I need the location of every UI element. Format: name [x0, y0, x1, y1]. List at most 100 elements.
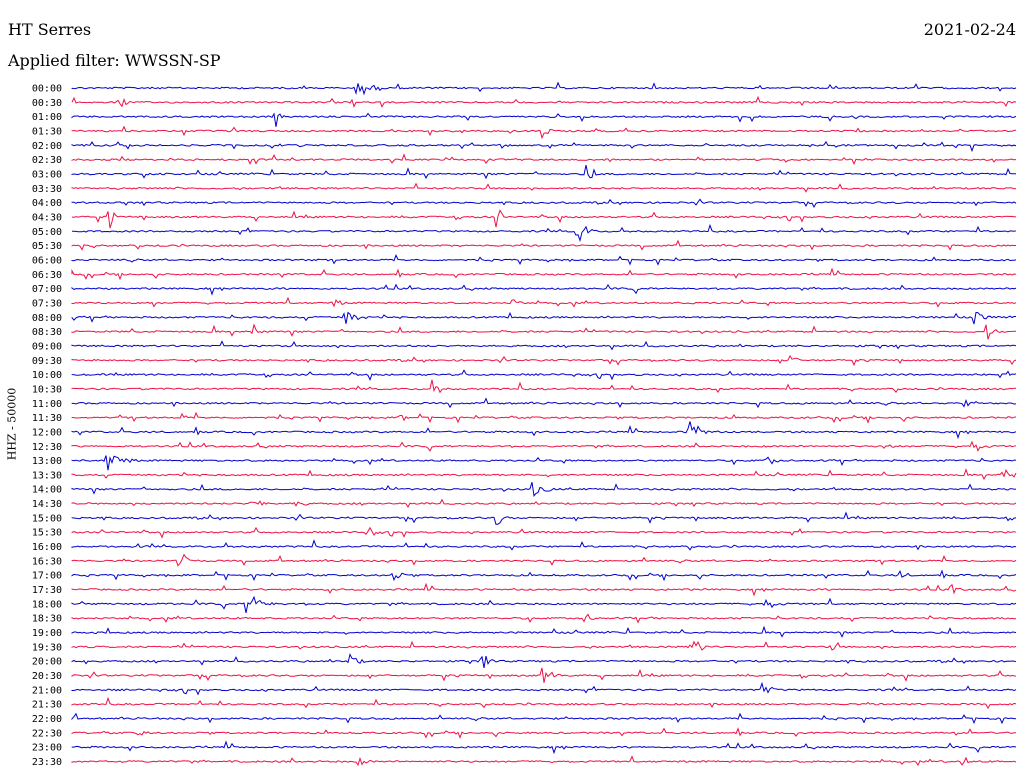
row-label: 17:00	[32, 571, 62, 582]
trace-row	[71, 209, 1017, 229]
row-label: 23:30	[32, 757, 62, 768]
trace-row	[71, 354, 1017, 367]
row-label: 14:00	[32, 485, 62, 496]
row-label: 18:00	[32, 599, 62, 610]
row-label: 15:00	[32, 513, 62, 524]
trace-row	[71, 411, 1017, 424]
trace-row	[71, 582, 1017, 597]
trace-row	[71, 696, 1017, 710]
trace-row	[71, 283, 1017, 296]
trace-row	[71, 667, 1017, 683]
trace-row	[71, 653, 1017, 668]
row-label: 22:30	[32, 728, 62, 739]
row-label: 13:30	[32, 470, 62, 481]
row-label: 12:00	[32, 427, 62, 438]
row-label: 06:30	[32, 270, 62, 281]
row-label: 20:00	[32, 657, 62, 668]
row-label: 19:00	[32, 628, 62, 639]
row-label: 06:00	[32, 255, 62, 266]
trace-row	[71, 440, 1017, 452]
row-label: 04:30	[32, 212, 62, 223]
trace-row	[71, 311, 1016, 325]
row-label: 10:00	[32, 370, 62, 381]
trace-row	[71, 681, 1017, 696]
trace-row	[71, 526, 1017, 539]
row-label: 02:30	[32, 155, 62, 166]
trace-row	[71, 421, 1017, 440]
row-label: 11:00	[32, 399, 62, 410]
trace-row	[71, 125, 1017, 140]
filter-label: Applied filter: WWSSN-SP	[8, 51, 221, 70]
row-label: 09:30	[32, 356, 62, 367]
row-label: 00:30	[32, 98, 62, 109]
row-label: 13:00	[32, 456, 62, 467]
trace-row	[71, 498, 1017, 508]
station-title: HT Serres	[8, 20, 92, 39]
trace-row	[71, 223, 1017, 243]
trace-row	[71, 455, 1017, 471]
row-label: 17:30	[32, 585, 62, 596]
trace-row	[71, 164, 1017, 180]
row-label: 12:30	[32, 442, 62, 453]
trace-row	[71, 182, 1017, 193]
trace-row	[71, 755, 1017, 767]
trace-row	[71, 296, 1017, 308]
row-label: 19:30	[32, 642, 62, 653]
trace-row	[71, 397, 1017, 409]
trace-row	[71, 95, 1017, 108]
row-label: 07:30	[32, 298, 62, 309]
row-label: 03:30	[32, 184, 62, 195]
trace-row	[71, 569, 1017, 582]
row-label: 20:30	[32, 671, 62, 682]
trace-row	[71, 81, 1017, 96]
row-label: 16:00	[32, 542, 62, 553]
row-label: 21:00	[32, 685, 62, 696]
row-label: 05:00	[32, 227, 62, 238]
row-label: 23:00	[32, 743, 62, 754]
trace-row	[71, 239, 1017, 251]
trace-row	[71, 153, 1017, 166]
trace-row	[71, 379, 1017, 394]
row-label: 09:00	[32, 341, 62, 352]
trace-row	[71, 613, 1017, 624]
trace-row	[71, 482, 1017, 497]
trace-row	[71, 369, 1017, 382]
row-label: 22:00	[32, 714, 62, 725]
row-label: 05:30	[32, 241, 62, 252]
trace-row	[71, 625, 1017, 638]
trace-row	[71, 468, 1017, 481]
row-label: 02:00	[32, 141, 62, 152]
date-title: 2021-02-24	[923, 20, 1016, 39]
trace-row	[71, 553, 1017, 567]
row-label: 01:30	[32, 126, 62, 137]
trace-row	[71, 267, 1017, 281]
trace-row	[71, 254, 1017, 266]
trace-row	[71, 198, 1017, 209]
trace-row	[71, 727, 1016, 739]
row-label: 07:00	[32, 284, 62, 295]
row-label: 03:00	[32, 169, 62, 180]
row-label: 21:30	[32, 700, 62, 711]
trace-row	[71, 595, 1017, 613]
trace-row	[71, 511, 1017, 525]
traces	[71, 81, 1017, 767]
row-label: 00:00	[32, 84, 62, 95]
row-labels: 00:00 00:30 01:00 01:30 02:00 02:30 03:00 03:30…	[32, 84, 62, 769]
trace-row	[71, 712, 1017, 725]
row-label: 11:30	[32, 413, 62, 424]
trace-row	[71, 323, 1016, 340]
trace-row	[71, 740, 1017, 755]
row-label: 10:30	[32, 384, 62, 395]
row-label: 01:00	[32, 112, 62, 123]
row-label: 15:30	[32, 528, 62, 539]
row-label: 08:30	[32, 327, 62, 338]
row-label: 16:30	[32, 556, 62, 567]
trace-row	[71, 640, 1017, 651]
trace-row	[71, 539, 1017, 551]
trace-row	[71, 140, 1017, 153]
row-label: 04:00	[32, 198, 62, 209]
row-label: 08:00	[32, 313, 62, 324]
row-label: 14:30	[32, 499, 62, 510]
trace-row	[71, 112, 1017, 127]
